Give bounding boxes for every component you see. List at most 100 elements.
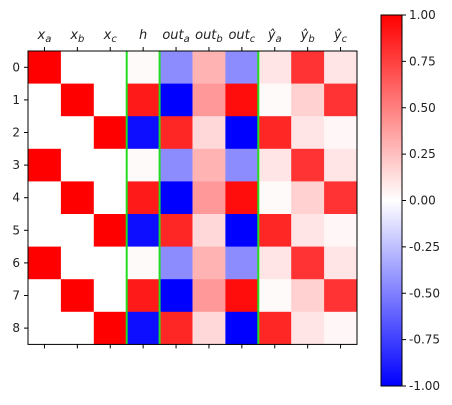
heatmap-cell-r2-c2 — [93, 116, 128, 150]
heatmap-cell-r8-c5 — [192, 311, 226, 345]
heatmap-cell-r0-c6 — [225, 51, 259, 84]
heatmap-cell-r3-c2 — [93, 148, 128, 182]
heatmap-cell-r0-c0 — [28, 51, 62, 84]
y-tick-label-1: 1 — [12, 93, 20, 107]
heatmap-cell-r8-c1 — [60, 311, 95, 345]
heatmap-cell-r4-c4 — [159, 181, 193, 215]
heatmap-cell-r7-c9 — [324, 279, 358, 313]
heatmap-cell-r2-c3 — [126, 116, 160, 150]
y-axis-ticks: 0 1 2 3 4 5 6 7 8 — [12, 60, 28, 335]
heatmap-cell-r4-c6 — [225, 181, 259, 215]
heatmap-cell-r6-c3 — [126, 246, 160, 280]
heatmap-cell-r3-c8 — [291, 148, 325, 182]
heatmap-cell-r8-c0 — [28, 311, 62, 345]
x-tick-label-5: outb — [195, 28, 223, 45]
heatmap-cell-r5-c6 — [225, 214, 259, 247]
heatmap-cell-r5-c9 — [324, 214, 358, 247]
heatmap-cell-r5-c5 — [192, 214, 226, 247]
heatmap-cell-r2-c1 — [60, 116, 95, 150]
heatmap-cell-r0-c4 — [159, 51, 193, 84]
heatmap-cell-r1-c1 — [60, 83, 95, 117]
y-tick-label-6: 6 — [12, 256, 20, 270]
heatmap-cell-r0-c9 — [324, 51, 358, 84]
heatmap-cell-r8-c6 — [225, 311, 259, 345]
x-tick-label-8: ŷb — [300, 28, 315, 45]
heatmap-cell-r2-c9 — [324, 116, 358, 150]
heatmap-cell-r2-c6 — [225, 116, 259, 150]
colorbar-gradient — [380, 14, 403, 387]
colorbar-tick-label-3: 0.25 — [409, 147, 436, 161]
heatmap-cell-r3-c4 — [159, 148, 193, 182]
heatmap-cell-r0-c2 — [93, 51, 128, 84]
heatmap-cell-r7-c2 — [93, 279, 128, 313]
heatmap-cell-r8-c4 — [159, 311, 193, 345]
heatmap-cell-r6-c8 — [291, 246, 325, 280]
heatmap-cell-r5-c1 — [60, 214, 95, 247]
heatmap-cell-r7-c6 — [225, 279, 259, 313]
heatmap-cell-r1-c5 — [192, 83, 226, 117]
heatmap-cell-r5-c4 — [159, 214, 193, 247]
x-tick-label-0: xa — [37, 28, 52, 45]
y-tick-label-0: 0 — [12, 60, 20, 74]
heatmap-cell-r0-c5 — [192, 51, 226, 84]
heatmap-cell-r0-c7 — [258, 51, 292, 84]
heatmap-cell-r6-c1 — [60, 246, 95, 280]
heatmap-cell-r2-c5 — [192, 116, 226, 150]
colorbar-tick-label-2: 0.50 — [409, 101, 436, 115]
x-axis-ticks: xa xb xc h outa outb outc ŷa ŷb ŷc — [37, 28, 348, 349]
heatmap-cell-r1-c9 — [324, 83, 358, 117]
y-tick-label-7: 7 — [12, 289, 20, 303]
heatmap-cell-r1-c4 — [159, 83, 193, 117]
heatmap-cell-r8-c7 — [258, 311, 292, 345]
colorbar-tick-label-7: -0.75 — [409, 333, 440, 347]
x-tick-label-6: outc — [228, 28, 255, 45]
colorbar-tick-label-5: -0.25 — [409, 240, 440, 254]
heatmap-cell-r1-c7 — [258, 83, 292, 117]
colorbar-tick-label-0: 1.00 — [409, 8, 436, 22]
column-separators — [125, 51, 260, 345]
heatmap-cell-r7-c3 — [126, 279, 160, 313]
heatmap-cell-r8-c2 — [93, 311, 128, 345]
heatmap-cell-r3-c3 — [126, 148, 160, 182]
heatmap-cell-r2-c8 — [291, 116, 325, 150]
heatmap-cell-r7-c0 — [28, 279, 62, 313]
heatmap-cell-r5-c0 — [28, 214, 62, 247]
heatmap-cell-r6-c2 — [93, 246, 128, 280]
heatmap-cell-r1-c8 — [291, 83, 325, 117]
heatmap-cell-r2-c4 — [159, 116, 193, 150]
y-tick-label-5: 5 — [12, 223, 20, 237]
heatmap-cell-r4-c9 — [324, 181, 358, 215]
heatmap-cell-r4-c7 — [258, 181, 292, 215]
heatmap-cell-r7-c7 — [258, 279, 292, 313]
heatmap-cell-r1-c0 — [28, 83, 62, 117]
y-tick-label-2: 2 — [12, 126, 20, 140]
y-tick-label-8: 8 — [12, 321, 20, 335]
heatmap-cell-r7-c5 — [192, 279, 226, 313]
colorbar-tick-label-8: -1.00 — [409, 379, 440, 393]
colorbar-ticks: 1.00 0.75 0.50 0.25 0.00 -0.25 -0.50 -0.75 -1.00 — [402, 8, 440, 393]
x-tick-label-9: ŷc — [333, 28, 348, 45]
heatmap-cell-r4-c0 — [28, 181, 62, 215]
colorbar-tick-label-4: 0.00 — [409, 194, 436, 208]
heatmap-cells — [28, 51, 358, 345]
x-tick-label-7: ŷa — [267, 28, 282, 45]
heatmap-cell-r1-c3 — [126, 83, 160, 117]
heatmap-cell-r0-c3 — [126, 51, 160, 84]
heatmap-cell-r0-c1 — [60, 51, 95, 84]
heatmap-cell-r3-c9 — [324, 148, 358, 182]
heatmap-cell-r1-c2 — [93, 83, 128, 117]
heatmap-cell-r0-c8 — [291, 51, 325, 84]
heatmap-cell-r2-c0 — [28, 116, 62, 150]
heatmap-cell-r7-c1 — [60, 279, 95, 313]
x-tick-label-2: xc — [103, 28, 118, 45]
heatmap-cell-r6-c6 — [225, 246, 259, 280]
heatmap-cell-r8-c8 — [291, 311, 325, 345]
heatmap-cell-r1-c6 — [225, 83, 259, 117]
heatmap-cell-r3-c7 — [258, 148, 292, 182]
heatmap-cell-r2-c7 — [258, 116, 292, 150]
colorbar-tick-label-1: 0.75 — [409, 54, 436, 68]
heatmap-cell-r5-c8 — [291, 214, 325, 247]
heatmap-cell-r5-c2 — [93, 214, 128, 247]
heatmap-cell-r6-c5 — [192, 246, 226, 280]
